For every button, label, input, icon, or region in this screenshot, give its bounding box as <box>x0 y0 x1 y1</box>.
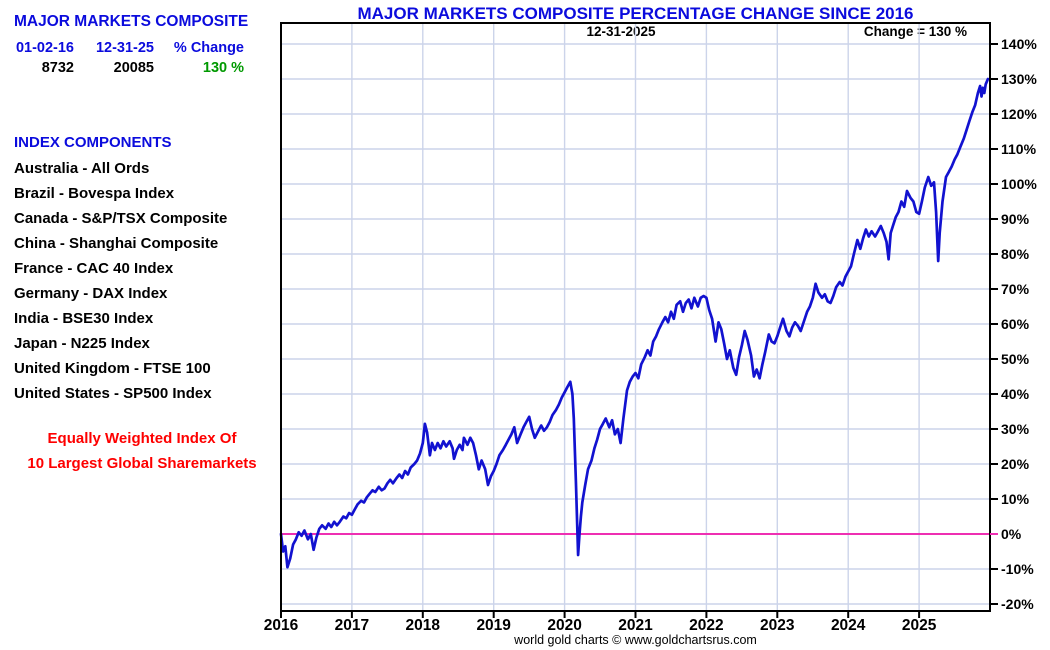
index-components-heading: INDEX COMPONENTS <box>14 134 172 151</box>
equally-weighted-note-line2: 10 Largest Global Sharemarkets <box>27 455 257 472</box>
y-axis-tick-label: 80% <box>1001 246 1030 262</box>
y-axis-tick-label: 50% <box>1001 351 1030 367</box>
summary-col-start-date: 01-02-16 <box>15 40 74 56</box>
x-axis-year-label: 2025 <box>901 617 937 634</box>
summary-col-change: % Change <box>173 40 244 56</box>
x-axis-year-label: 2018 <box>405 617 441 634</box>
chart-title: MAJOR MARKETS COMPOSITE PERCENTAGE CHANG… <box>357 4 914 23</box>
x-axis-year-label: 2019 <box>476 617 511 634</box>
x-axis-year-label: 2016 <box>263 617 299 634</box>
y-axis-tick-label: 130% <box>1001 71 1037 87</box>
y-axis-tick-label: -20% <box>1001 596 1034 612</box>
x-axis-year-label: 2022 <box>689 617 724 634</box>
index-component-item: United States - SP500 Index <box>14 385 212 402</box>
chart-footer-credit: world gold charts © www.goldchartsrus.co… <box>514 633 757 647</box>
y-axis-tick-label: 60% <box>1001 316 1030 332</box>
y-axis-tick-label: 110% <box>1001 141 1037 157</box>
index-components-list: Australia - All Ords Brazil - Bovespa Ind… <box>14 156 227 406</box>
y-axis-tick-label: 70% <box>1001 281 1030 297</box>
x-axis-year-label: 2020 <box>547 617 582 634</box>
index-component-item: United Kingdom - FTSE 100 <box>14 360 211 377</box>
index-component-item: Australia - All Ords <box>14 160 150 177</box>
y-axis-tick-label: -10% <box>1001 561 1034 577</box>
composite-summary-table: 01-02-16 12-31-25 % Change 8732 20085 13… <box>8 38 244 78</box>
last-date-annotation: 12-31-2025 <box>586 24 656 39</box>
index-component-item: India - BSE30 Index <box>14 310 154 327</box>
index-component-item: Japan - N225 Index <box>14 335 150 352</box>
index-component-item: Germany - DAX Index <box>14 285 168 302</box>
y-axis-tick-label: 40% <box>1001 386 1030 402</box>
y-axis-tick-label: 120% <box>1001 106 1037 122</box>
y-axis-tick-label: 30% <box>1001 421 1030 437</box>
equally-weighted-note-line1: Equally Weighted Index Of <box>47 430 237 447</box>
index-component-item: China - Shanghai Composite <box>14 235 219 252</box>
y-axis-tick-label: 0% <box>1001 526 1022 542</box>
summary-col-end-date: 12-31-25 <box>95 40 154 56</box>
x-axis-year-label: 2021 <box>618 617 653 634</box>
summary-end-value: 20085 <box>113 60 154 76</box>
summary-change-value: 130 % <box>202 60 244 76</box>
index-component-item: Canada - S&P/TSX Composite <box>14 210 228 227</box>
y-axis-tick-label: 20% <box>1001 456 1030 472</box>
y-axis-tick-label: 10% <box>1001 491 1030 507</box>
composite-panel-title: MAJOR MARKETS COMPOSITE <box>14 13 249 30</box>
index-component-item: France - CAC 40 Index <box>14 260 174 277</box>
change-annotation: Change = 130 % <box>863 24 967 39</box>
index-component-item: Brazil - Bovespa Index <box>14 185 175 202</box>
y-axis-tick-label: 90% <box>1001 211 1030 227</box>
x-axis-year-label: 2024 <box>830 617 866 634</box>
x-axis-year-label: 2023 <box>760 617 795 634</box>
y-axis-tick-label: 140% <box>1001 36 1037 52</box>
summary-start-value: 8732 <box>41 60 74 76</box>
x-axis-year-label: 2017 <box>334 617 370 634</box>
y-axis-tick-label: 100% <box>1001 176 1037 192</box>
